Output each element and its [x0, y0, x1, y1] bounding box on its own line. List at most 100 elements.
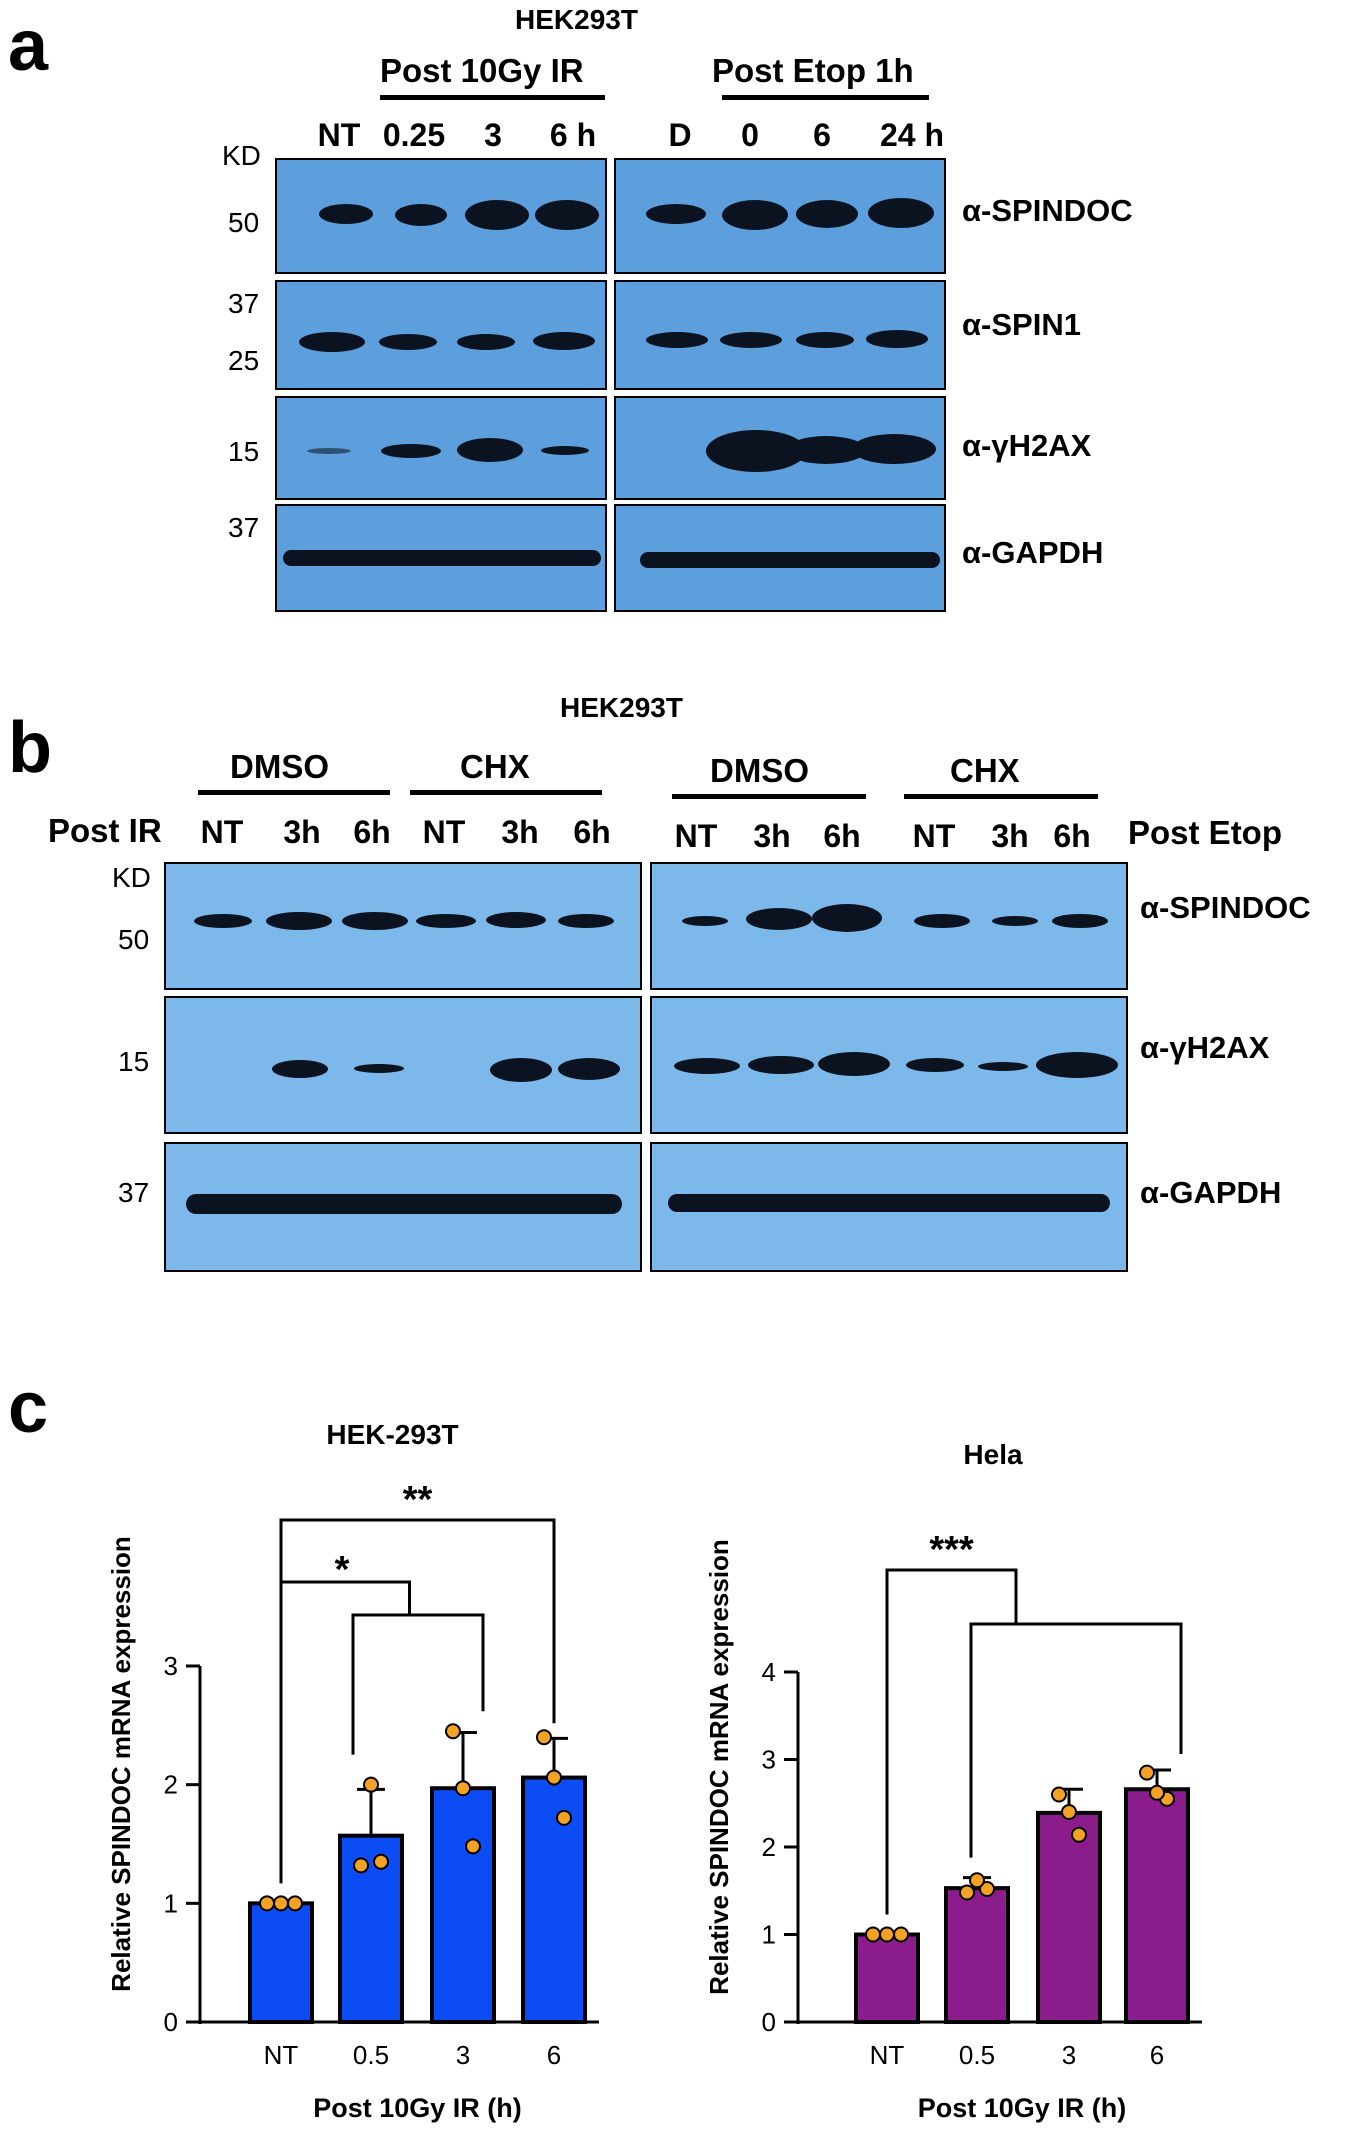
panel-c-label: c — [8, 1368, 49, 1448]
data-point — [556, 1809, 572, 1826]
data-point — [865, 1926, 881, 1943]
panel-b-group: DMSO — [710, 752, 809, 789]
bar — [248, 1901, 314, 2025]
panel-b-mw-marker: 15 — [118, 1046, 150, 1077]
x-tick-label: 0.5 — [353, 2040, 389, 2070]
blot-band — [906, 1058, 964, 1072]
panel-a-blot-spindoc-right — [614, 158, 946, 274]
panel-b-blot-spindoc-left — [164, 862, 642, 990]
data-point — [1139, 1764, 1155, 1781]
blot-band — [457, 438, 523, 462]
panel-a-mw-marker: 25 — [228, 345, 260, 376]
blot-band — [746, 908, 812, 930]
panel-b-lane: 3h — [501, 814, 539, 850]
x-axis-label: Post 10Gy IR (h) — [918, 2093, 1127, 2123]
blot-band — [272, 1060, 328, 1078]
panel-a-blot-h2ax-left — [275, 396, 607, 500]
panel-a-blot-spin1-right — [614, 280, 946, 390]
blot-band — [535, 200, 599, 230]
x-tick-label: 3 — [456, 2040, 470, 2070]
x-tick-label: 6 — [547, 2040, 561, 2070]
panel-a-mw-marker: 50 — [228, 207, 260, 238]
panel-b-group: DMSO — [230, 748, 329, 785]
panel-b-post-ir-label: Post IR — [48, 812, 162, 849]
x-tick-label: 3 — [1062, 2040, 1076, 2070]
blot-band — [395, 204, 447, 226]
blot-band — [381, 444, 441, 458]
panel-b-antibody-label: α-GAPDH — [1140, 1175, 1282, 1210]
panel-b-lane: NT — [912, 818, 956, 854]
panel-a-group-right-line — [722, 95, 929, 100]
panel-b-group: CHX — [950, 752, 1020, 789]
panel-a-lane: 3 — [484, 117, 502, 153]
blot-band — [186, 1194, 622, 1214]
blot-band — [486, 912, 546, 928]
panel-b-blot-spindoc-right — [650, 862, 1128, 990]
blot-band — [796, 200, 858, 228]
blot-band — [720, 332, 782, 348]
panel-b-group-line — [672, 794, 866, 799]
blot-band — [1052, 914, 1108, 928]
bar — [1036, 1810, 1102, 2024]
panel-b-group: CHX — [460, 748, 530, 785]
x-tick-label: NT — [870, 2040, 905, 2070]
bar — [854, 1932, 920, 2024]
panel-a-blot-h2ax-right — [614, 396, 946, 500]
blot-band — [558, 1058, 620, 1080]
data-point — [273, 1895, 289, 1912]
bar — [944, 1886, 1010, 2024]
y-tick-label: 2 — [164, 1770, 178, 1800]
chart-title: Hela — [963, 1439, 1023, 1470]
panel-a-mw-marker: 15 — [228, 436, 260, 467]
y-tick-label: 0 — [164, 2007, 178, 2037]
bar — [338, 1833, 404, 2024]
blot-band — [1036, 1052, 1118, 1078]
significance-bracket — [279, 1518, 556, 1884]
blot-band — [852, 434, 936, 464]
blot-band — [812, 904, 882, 932]
panel-a-antibody-label: α-SPIN1 — [962, 307, 1081, 342]
panel-a-group-right: Post Etop 1h — [712, 52, 914, 89]
panel-a-blot-spindoc-left — [275, 158, 607, 274]
blot-band — [796, 332, 854, 348]
blot-band — [342, 912, 408, 930]
blot-band — [541, 446, 589, 455]
blot-band — [319, 204, 373, 224]
significance-label: *** — [929, 1529, 974, 1571]
data-point — [287, 1895, 303, 1912]
panel-a-lane: NT — [317, 117, 361, 153]
data-point — [1061, 1804, 1077, 1820]
blot-band — [490, 1058, 552, 1082]
data-point — [879, 1926, 895, 1943]
y-axis-label: Relative SPINDOC mRNA expression — [106, 1536, 136, 1992]
data-point — [259, 1895, 275, 1912]
data-point — [959, 1884, 975, 1901]
panel-b-lane: NT — [674, 818, 718, 854]
data-point — [363, 1776, 379, 1793]
data-point — [353, 1857, 369, 1874]
y-tick-label: 1 — [164, 1888, 178, 1918]
significance-label: * — [335, 1549, 350, 1591]
panel-a-lane: 6 — [813, 117, 831, 153]
panel-b-mw-marker: 50 — [118, 924, 150, 955]
panel-a-blot-gapdh-right — [614, 504, 946, 612]
blot-band — [379, 334, 437, 350]
blot-band — [354, 1064, 404, 1073]
blot-band — [457, 334, 515, 350]
panel-b-group-line — [198, 790, 390, 795]
y-tick-label: 2 — [762, 1832, 776, 1862]
y-tick-label: 4 — [762, 1657, 776, 1687]
data-point — [465, 1838, 481, 1855]
panel-b-blot-gapdh-right — [650, 1142, 1128, 1272]
blot-band — [818, 1052, 890, 1076]
bar — [1124, 1787, 1190, 2024]
blot-band — [978, 1062, 1028, 1071]
panel-a-kd-label: KD — [222, 140, 261, 171]
blot-band — [194, 914, 252, 928]
data-point — [1071, 1826, 1087, 1843]
data-point — [445, 1723, 461, 1740]
blot-band — [307, 448, 351, 454]
panel-a-lane: D — [668, 117, 692, 153]
y-tick-label: 1 — [762, 1920, 776, 1950]
data-point — [546, 1769, 562, 1786]
